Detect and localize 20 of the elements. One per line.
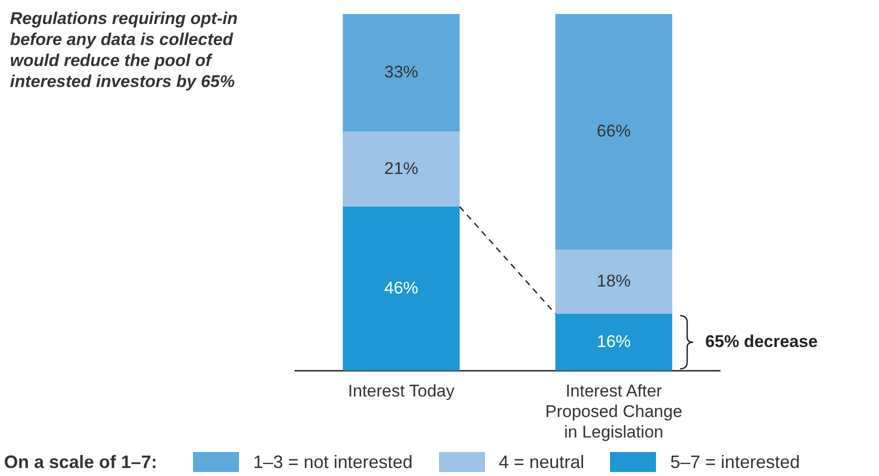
bar <box>555 14 672 250</box>
data-label: 16% <box>596 332 631 351</box>
data-label: 46% <box>384 278 418 298</box>
data-label: 21% <box>384 158 418 178</box>
bar <box>342 132 460 207</box>
text: Regulations requiring opt-in before any data is collected would reduce the pool of interested investors by 65% <box>10 8 239 92</box>
legend-title: On a scale of 1–7: <box>4 452 158 472</box>
x-tick-label: Interest After Proposed Change in Legislation <box>545 382 682 442</box>
data-label: 33% <box>384 62 418 82</box>
bar <box>342 206 460 371</box>
bar <box>342 14 460 132</box>
data-label: 66% <box>596 121 631 140</box>
bar <box>555 314 672 371</box>
legend-label: 4 = neutral <box>498 452 584 472</box>
annotation: 65% decrease <box>705 332 818 351</box>
legend-label: 5–7 = interested <box>670 452 800 472</box>
data-label: 18% <box>596 271 631 290</box>
legend-label: 1–3 = not interested <box>253 452 413 472</box>
bar <box>555 249 672 314</box>
x-tick-label: Interest Today <box>348 382 455 401</box>
